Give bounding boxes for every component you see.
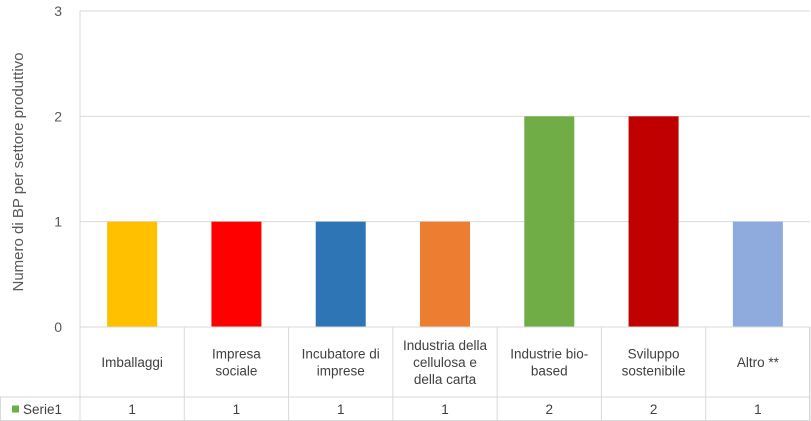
legend-swatch: [12, 405, 19, 413]
bar: [732, 221, 783, 327]
category-label: Industrie bio-based: [510, 347, 588, 379]
table-value: 2: [546, 402, 554, 417]
category-label: Sviluppo sostenibile: [622, 347, 686, 379]
y-axis: 0 1 2 3: [54, 3, 62, 335]
y-tick-label: 2: [54, 108, 62, 124]
table-value: 1: [128, 402, 136, 417]
bar: [107, 221, 158, 327]
y-tick-label: 1: [54, 214, 62, 230]
bar: [315, 221, 366, 327]
bar: [420, 221, 470, 327]
table-value: 1: [233, 402, 241, 417]
table-value: 1: [754, 402, 762, 417]
bars: [107, 116, 783, 327]
category-label: Imballaggi: [101, 355, 163, 370]
y-axis-label: Numero di BP per settore produttivo: [10, 52, 27, 291]
data-table: Imballaggi 1 Impresa sociale 1 Incubatore di i…: [0, 326, 811, 421]
table-value: 1: [337, 402, 345, 417]
category-label: Industria della cellulosa e della carta: [403, 338, 488, 387]
category-label: Impresa sociale: [212, 347, 261, 379]
y-tick-label: 0: [54, 319, 62, 335]
bar: [211, 221, 262, 327]
table-value: 2: [650, 402, 658, 417]
y-tick-label: 3: [54, 3, 62, 19]
legend-series-name: Serie1: [23, 402, 62, 417]
category-label: Incubatore di imprese: [302, 347, 380, 379]
bar: [628, 116, 679, 327]
table-value: 1: [441, 402, 449, 417]
category-label: Altro **: [737, 355, 780, 370]
bar: [524, 116, 575, 327]
